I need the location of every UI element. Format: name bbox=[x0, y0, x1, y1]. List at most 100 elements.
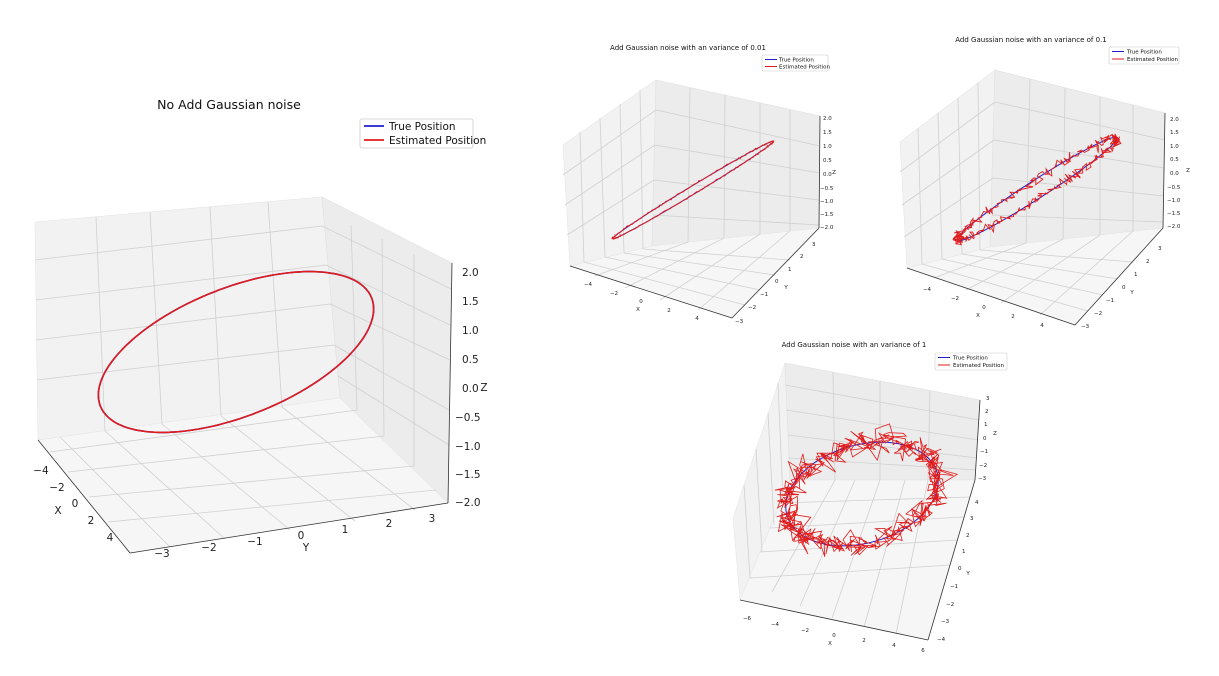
legend-label-true: True Position bbox=[1126, 50, 1162, 56]
x-tick-label: 4 bbox=[1040, 323, 1044, 329]
y-tick-label: −2 bbox=[201, 542, 216, 554]
z-tick-label: 1.5 bbox=[823, 130, 832, 136]
z-tick-label: 0.0 bbox=[462, 383, 479, 395]
z-tick-label: −0.5 bbox=[1167, 185, 1181, 191]
x-axis-line bbox=[739, 599, 929, 641]
x-axis-label: X bbox=[828, 641, 832, 647]
z-tick-label: −1.0 bbox=[455, 441, 481, 453]
y-tick-label: 2 bbox=[966, 533, 970, 539]
z-tick-label: 1.5 bbox=[1170, 130, 1179, 136]
legend: True Position Estimated Position bbox=[359, 118, 486, 149]
y-tick-label: −3 bbox=[154, 548, 169, 560]
y-tick-label: −1 bbox=[950, 584, 958, 590]
y-tick-label: 4 bbox=[975, 500, 979, 506]
x-axis-label: X bbox=[54, 505, 61, 517]
x-tick-labels: −4 −2 0 2 4 bbox=[584, 282, 699, 322]
chart-title: No Add Gaussian noise bbox=[157, 97, 301, 112]
panel-noise-0-01: Add Gaussian noise with an variance of 0… bbox=[562, 44, 836, 325]
y-tick-label: 0 bbox=[775, 279, 779, 285]
panel-no-noise: No Add Gaussian noise bbox=[33, 97, 487, 560]
legend-label-estimated: Estimated Position bbox=[953, 363, 1004, 369]
z-tick-label: 1 bbox=[984, 422, 988, 428]
z-tick-label: 1.0 bbox=[462, 325, 479, 337]
x-tick-label: −4 bbox=[584, 282, 593, 288]
z-tick-label: 0.0 bbox=[1170, 171, 1179, 177]
y-tick-labels: 4 3 2 1 0 −1 −2 −3 −4 bbox=[937, 500, 979, 643]
y-tick-label: 2 bbox=[386, 518, 393, 530]
series-estimated-position-line bbox=[774, 423, 959, 557]
y-tick-label: −1 bbox=[760, 292, 768, 298]
gridlines bbox=[562, 87, 821, 311]
chart-title: Add Gaussian noise with an variance of 0… bbox=[955, 36, 1106, 44]
y-tick-labels: 3 2 1 0 −1 −2 −3 bbox=[735, 242, 816, 325]
z-axis-line bbox=[1162, 112, 1166, 229]
z-tick-labels: 2.0 1.5 1.0 0.5 0.0 −0.5 −1.0 −1.5 −2.0 bbox=[1167, 117, 1181, 230]
legend-box bbox=[359, 118, 474, 149]
legend: True Position Estimated Position bbox=[761, 54, 830, 72]
z-tick-label: −1.5 bbox=[455, 469, 481, 481]
z-tick-label: −2 bbox=[979, 463, 987, 469]
x-axis-line bbox=[906, 267, 1076, 326]
x-tick-label: −4 bbox=[923, 287, 932, 293]
x-tick-label: −4 bbox=[771, 622, 780, 628]
y-tick-label: −2 bbox=[748, 305, 756, 311]
z-tick-label: 1.5 bbox=[462, 296, 479, 308]
z-axis-line bbox=[447, 262, 453, 504]
z-tick-label: −3 bbox=[978, 476, 987, 482]
x-tick-label: 6 bbox=[921, 648, 925, 654]
x-tick-label: −4 bbox=[33, 465, 49, 477]
z-tick-label: 1.0 bbox=[1170, 144, 1179, 150]
pane-back-left bbox=[562, 79, 657, 267]
x-tick-label: 2 bbox=[862, 638, 866, 644]
z-tick-label: −1.0 bbox=[820, 199, 834, 205]
legend-box bbox=[761, 54, 829, 72]
z-tick-label: −2.0 bbox=[1167, 224, 1181, 230]
y-tick-label: −3 bbox=[1081, 324, 1090, 330]
x-tick-labels: −4 −2 0 2 4 bbox=[923, 287, 1044, 329]
chart-title: Add Gaussian noise with an variance of 0… bbox=[610, 44, 766, 52]
chart-title: Add Gaussian noise with an variance of 1 bbox=[782, 341, 927, 349]
x-tick-label: 2 bbox=[667, 308, 671, 314]
y-tick-label: 1 bbox=[1134, 272, 1138, 278]
legend-label-estimated: Estimated Position bbox=[779, 65, 830, 71]
x-tick-label: 4 bbox=[695, 316, 699, 322]
x-tick-label: 2 bbox=[1011, 314, 1015, 320]
z-axis-label: Z bbox=[832, 170, 836, 176]
z-tick-label: −2.0 bbox=[455, 497, 481, 509]
z-tick-label: 0.5 bbox=[462, 354, 479, 366]
y-tick-label: 3 bbox=[429, 513, 436, 525]
legend-box bbox=[1108, 46, 1180, 65]
z-tick-label: −1 bbox=[980, 449, 988, 455]
x-tick-labels: −6 −4 −2 0 2 4 6 bbox=[743, 616, 925, 654]
series-estimated-position-line bbox=[952, 133, 1122, 246]
z-axis-line bbox=[974, 399, 981, 481]
y-axis-line bbox=[731, 227, 820, 319]
panel-noise-0-1: Add Gaussian noise with an variance of 0… bbox=[899, 36, 1190, 330]
x-tick-label: 0 bbox=[639, 299, 643, 305]
z-tick-label: 3 bbox=[986, 396, 990, 402]
y-tick-labels: −3 −2 −1 0 1 2 3 bbox=[154, 513, 435, 560]
z-tick-label: 0 bbox=[983, 436, 987, 442]
gridlines bbox=[34, 201, 452, 548]
x-tick-label: 4 bbox=[892, 643, 896, 649]
z-tick-label: 2.0 bbox=[462, 267, 479, 279]
panel-noise-1: Add Gaussian noise with an variance of 1 bbox=[732, 341, 1008, 654]
legend-label-true: True Position bbox=[388, 121, 456, 133]
y-axis-label: Y bbox=[1129, 290, 1134, 296]
z-tick-label: 2.0 bbox=[1170, 117, 1179, 123]
y-tick-label: 2 bbox=[800, 254, 804, 260]
y-tick-label: 1 bbox=[788, 267, 792, 273]
z-axis-label: Z bbox=[480, 382, 487, 394]
series-estimated-position-line bbox=[97, 270, 375, 434]
x-axis-line bbox=[569, 265, 733, 319]
pane-back-left bbox=[34, 196, 341, 441]
y-axis-line bbox=[1074, 227, 1164, 326]
x-tick-label: −2 bbox=[49, 482, 64, 494]
pane-back-left bbox=[899, 69, 996, 269]
z-axis-label: Z bbox=[1186, 168, 1190, 174]
x-tick-label: −2 bbox=[801, 628, 809, 634]
z-tick-label: 2 bbox=[985, 409, 989, 415]
x-tick-labels: −4 −2 0 2 4 bbox=[33, 465, 113, 544]
z-tick-label: 2.0 bbox=[823, 116, 832, 122]
